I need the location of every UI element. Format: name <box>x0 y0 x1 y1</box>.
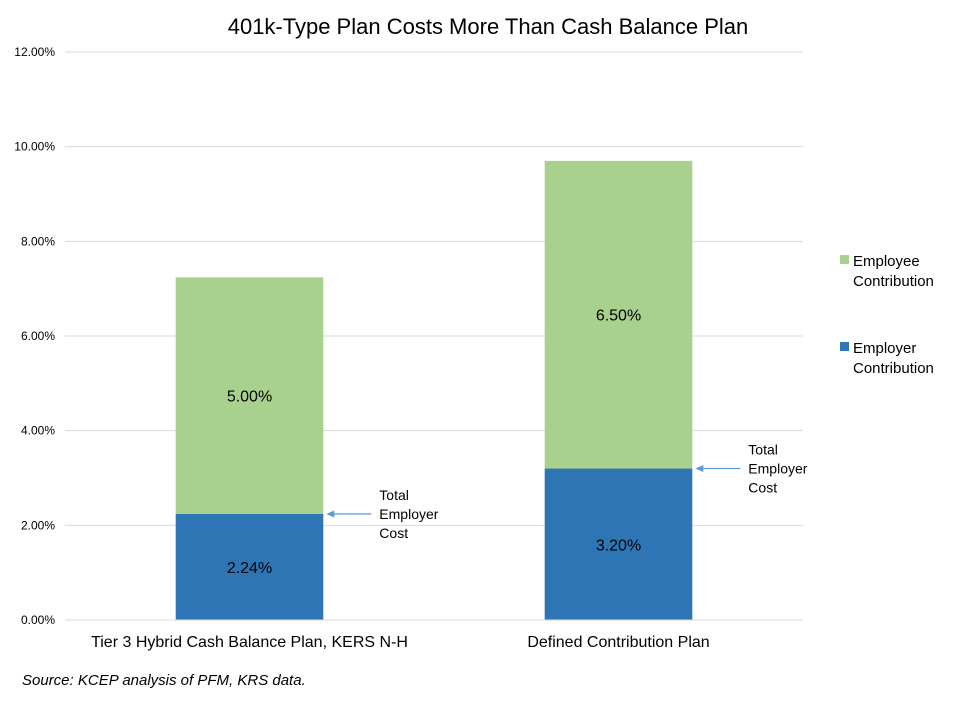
annotation-text: Cost <box>748 480 777 496</box>
annotation-text: Total <box>379 487 409 503</box>
annotation-text: Employer <box>748 461 807 477</box>
bar-segment-employee-contribution <box>544 160 693 469</box>
annotations: Total Employer Cost Total Employer Cost <box>326 442 808 541</box>
x-category-label: Defined Contribution Plan <box>527 634 709 651</box>
annotation-arrowhead <box>326 510 335 518</box>
legend-label: Employer <box>853 340 916 357</box>
legend-label: Contribution <box>853 273 934 290</box>
bars: 2.24% 5.00% 3.20% 6.50% <box>175 160 693 620</box>
legend-label: Employee <box>853 253 920 270</box>
bar-segment-employer-contribution <box>544 468 693 620</box>
y-tick-label: 2.00% <box>21 518 55 532</box>
legend-label: Contribution <box>853 360 934 377</box>
annotation-text: Employer <box>379 506 438 522</box>
data-label: 3.20% <box>596 537 641 554</box>
legend-swatch-employee-contribution <box>840 255 849 264</box>
data-label: 6.50% <box>596 308 641 325</box>
y-tick-label: 0.00% <box>21 613 55 627</box>
bar-segment-employee-contribution <box>175 277 324 514</box>
y-axis: 0.00% 2.00% 4.00% 6.00% 8.00% 10.00% 12.00% <box>14 45 55 627</box>
chart-title: 401k-Type Plan Costs More Than Cash Bala… <box>228 14 749 39</box>
annotation-text: Cost <box>379 525 408 541</box>
legend-swatch-employer-contribution <box>840 342 849 351</box>
data-label: 5.00% <box>227 389 272 406</box>
data-label: 2.24% <box>227 560 272 577</box>
x-axis: Tier 3 Hybrid Cash Balance Plan, KERS N-… <box>65 619 803 651</box>
annotation-text: Total <box>748 442 778 458</box>
legend: Employee Contribution Employer Contribution <box>840 253 934 377</box>
bar-segment-employer-contribution <box>175 513 324 620</box>
y-tick-label: 10.00% <box>14 140 55 154</box>
x-category-label: Tier 3 Hybrid Cash Balance Plan, KERS N-… <box>91 634 408 651</box>
source-note: Source: KCEP analysis of PFM, KRS data. <box>22 672 306 689</box>
annotation-arrowhead <box>695 465 704 473</box>
y-tick-label: 4.00% <box>21 424 55 438</box>
y-tick-label: 8.00% <box>21 234 55 248</box>
y-tick-label: 12.00% <box>14 45 55 59</box>
y-tick-label: 6.00% <box>21 329 55 343</box>
